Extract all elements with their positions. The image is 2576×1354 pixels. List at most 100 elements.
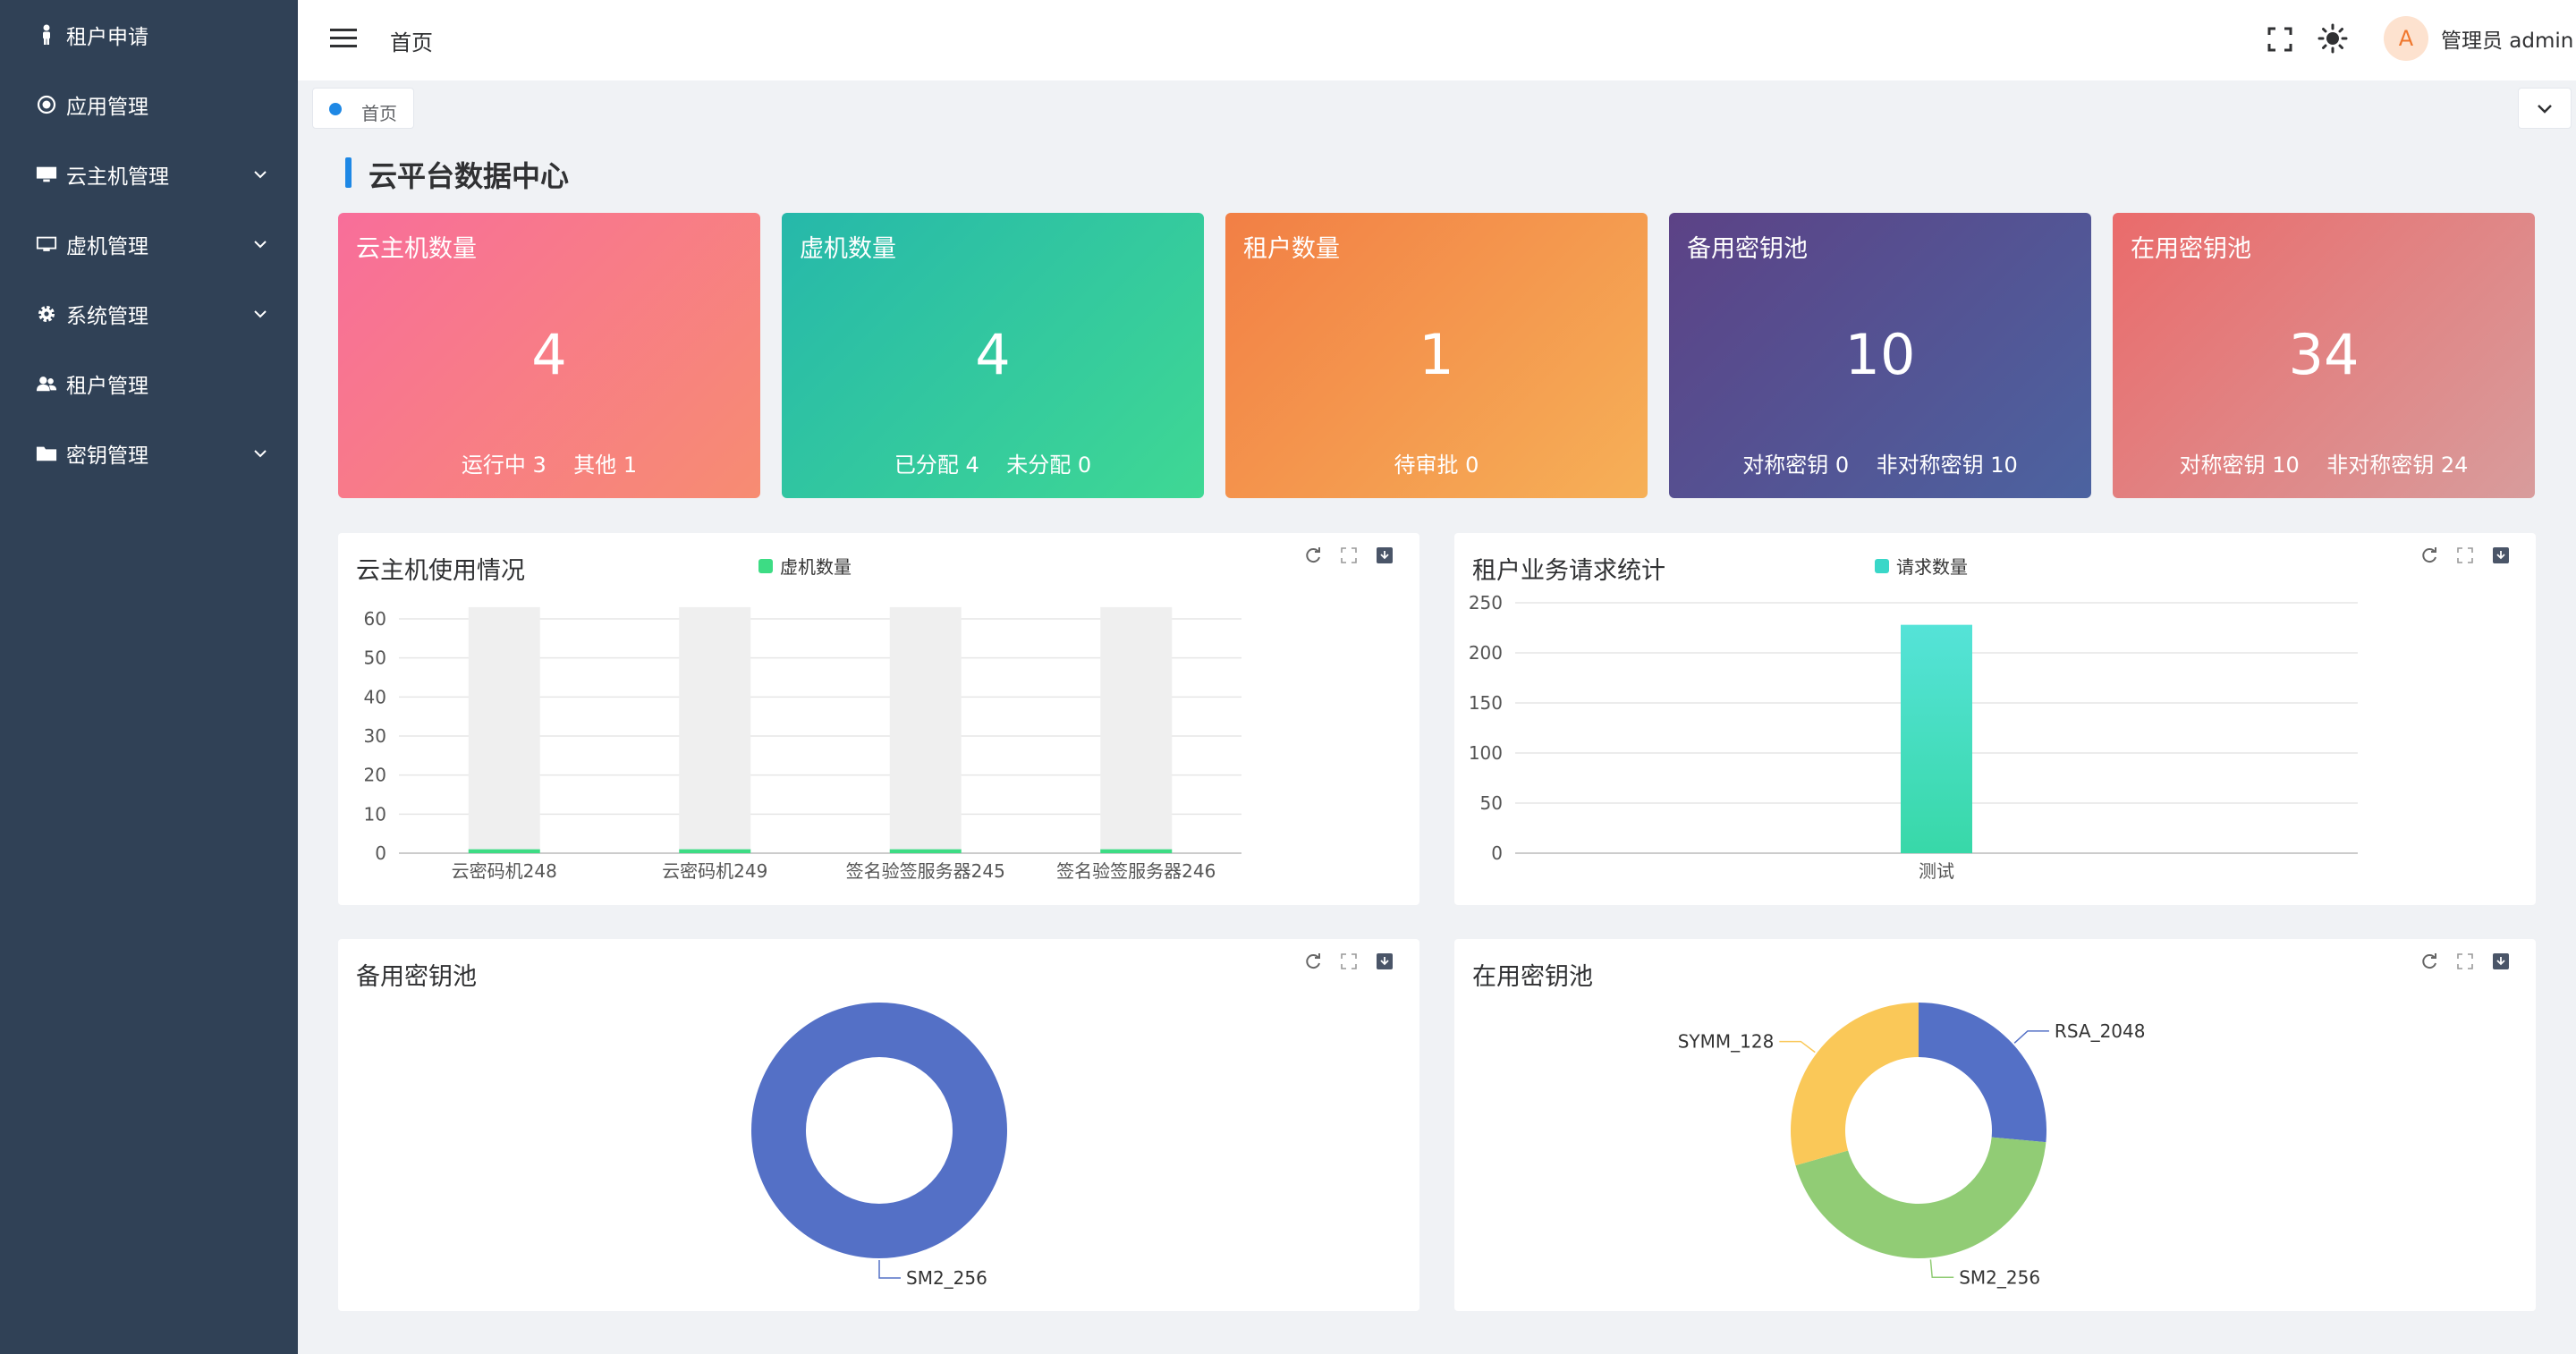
stat-card-cloud-hosts: 云主机数量 4 运行中 3 其他 1 <box>338 213 760 498</box>
download-icon[interactable] <box>2489 950 2512 973</box>
sidebar-item-tenant-management[interactable]: 租户管理 <box>0 349 298 419</box>
expand-icon[interactable] <box>2453 544 2477 567</box>
panel-standby-pool: 备用密钥池 SM2_256 <box>338 939 1419 1311</box>
monitor-icon <box>36 164 57 185</box>
download-icon[interactable] <box>1373 544 1396 567</box>
panel-title: 在用密钥池 <box>1472 963 1593 991</box>
x-tick-label: 云密码机248 <box>452 860 557 882</box>
sun-icon[interactable] <box>2318 23 2348 54</box>
bar <box>1100 849 1173 853</box>
x-tick-label: 测试 <box>1919 860 1954 882</box>
chart-standby-pool: SM2_256 <box>751 1003 1007 1289</box>
folder-icon <box>36 443 57 464</box>
refresh-icon[interactable] <box>2418 950 2441 973</box>
sidebar-item-vm[interactable]: 虚机管理 <box>0 209 298 279</box>
sidebar-item-tenant-apply[interactable]: 租户申请 <box>0 0 298 70</box>
pie-label-line <box>1779 1040 1816 1054</box>
target-icon <box>36 94 57 115</box>
chevron-down-icon <box>254 310 267 318</box>
tag-home[interactable]: 首页 <box>312 88 414 129</box>
sidebar-item-cloud-host[interactable]: 云主机管理 <box>0 140 298 209</box>
legend-swatch <box>1875 558 1889 573</box>
stat-card-title: 云主机数量 <box>356 235 477 263</box>
users-icon <box>36 373 57 394</box>
pie-slice <box>1795 1137 2046 1258</box>
user-name[interactable]: 管理员 admin <box>2441 30 2574 53</box>
y-tick-label: 60 <box>364 608 386 630</box>
chart-legend[interactable]: 请求数量 <box>1875 553 1968 579</box>
chart-toolbox <box>2418 544 2516 571</box>
refresh-icon[interactable] <box>1301 950 1325 973</box>
y-tick-label: 0 <box>1491 842 1503 864</box>
pie-slice <box>1791 1003 1919 1166</box>
sidebar-item-label: 密钥管理 <box>66 444 148 468</box>
panel-title: 备用密钥池 <box>356 963 477 991</box>
breadcrumb[interactable]: 首页 <box>390 30 433 55</box>
fullscreen-icon[interactable] <box>2266 25 2294 54</box>
pie-slice <box>751 1003 1007 1258</box>
pie-label: SM2_256 <box>1959 1266 2040 1288</box>
bar <box>1901 624 1972 853</box>
avatar[interactable]: A <box>2384 16 2428 61</box>
legend-swatch <box>758 558 773 573</box>
section-accent-bar <box>345 157 352 188</box>
stat-card-subtext: 对称密钥 10 非对称密钥 24 <box>2179 453 2469 478</box>
panel-cloud-usage: 云主机使用情况 虚机数量 0 10 20 30 40 50 60 云密码机248 云密码机249… <box>338 533 1419 905</box>
pie-label: SM2_256 <box>906 1267 987 1289</box>
chart-toolbox <box>2418 950 2516 977</box>
y-tick-label: 250 <box>1469 592 1503 614</box>
y-tick-label: 50 <box>364 647 386 669</box>
panel-inuse-pool: 在用密钥池 RSA_2048 SM2_256 SYMM_128 <box>1454 939 2536 1311</box>
stat-card-subtext: 对称密钥 0 非对称密钥 10 <box>1742 453 2018 478</box>
expand-icon[interactable] <box>2453 950 2477 973</box>
y-tick-label: 20 <box>364 765 386 786</box>
chart-legend[interactable]: 虚机数量 <box>758 553 852 579</box>
tag-label: 首页 <box>361 103 397 124</box>
chevron-down-icon <box>254 241 267 249</box>
pie-label-line <box>878 1260 901 1279</box>
stat-card-vms: 虚机数量 4 已分配 4 未分配 0 <box>782 213 1204 498</box>
x-tick-label: 签名验签服务器246 <box>1056 860 1216 882</box>
pie-label: SYMM_128 <box>1678 1031 1775 1053</box>
chevron-down-icon <box>254 171 267 179</box>
pie-label: RSA_2048 <box>2055 1020 2146 1042</box>
stat-card-inuse-keys: 在用密钥池 34 对称密钥 10 非对称密钥 24 <box>2113 213 2535 498</box>
y-tick-label: 100 <box>1469 742 1503 764</box>
refresh-icon[interactable] <box>2418 544 2441 567</box>
screen-icon <box>36 233 57 255</box>
download-icon[interactable] <box>2489 544 2512 567</box>
tags-dropdown-button[interactable] <box>2518 88 2572 129</box>
y-tick-label: 150 <box>1469 692 1503 714</box>
refresh-icon[interactable] <box>1301 544 1325 567</box>
bar-background <box>889 606 962 853</box>
y-tick-label: 0 <box>375 842 386 864</box>
expand-icon[interactable] <box>1337 544 1360 567</box>
chart-tenant-requests: 0 50 100 150 200 250 测试 <box>1469 592 2358 882</box>
bar-background <box>468 606 540 853</box>
hamburger-icon[interactable] <box>330 27 357 50</box>
download-icon[interactable] <box>1373 950 1396 973</box>
chevron-down-icon <box>2538 105 2552 114</box>
sidebar-item-key-management[interactable]: 密钥管理 <box>0 419 298 488</box>
stat-card-standby-keys: 备用密钥池 10 对称密钥 0 非对称密钥 10 <box>1669 213 2091 498</box>
stat-card-value: 34 <box>2288 322 2360 387</box>
y-tick-label: 40 <box>364 686 386 707</box>
sidebar-item-app-management[interactable]: 应用管理 <box>0 70 298 140</box>
sidebar: 租户申请 应用管理 云主机管理 虚机管理 系统管理 租户管理 <box>0 0 298 1354</box>
expand-icon[interactable] <box>1337 950 1360 973</box>
x-tick-label: 云密码机249 <box>662 860 767 882</box>
sidebar-item-label: 系统管理 <box>66 305 148 328</box>
person-icon <box>36 24 57 46</box>
y-tick-label: 10 <box>364 803 386 825</box>
stat-card-tenants: 租户数量 1 待审批 0 <box>1225 213 1648 498</box>
pie-slice <box>1919 1003 2046 1143</box>
pie-label-line <box>1929 1259 1954 1279</box>
page-title: 云平台数据中心 <box>369 159 570 193</box>
sidebar-item-label: 租户申请 <box>66 26 148 49</box>
stat-card-title: 租户数量 <box>1243 235 1340 263</box>
panel-tenant-requests: 租户业务请求统计 请求数量 0 50 100 150 200 250 测试 <box>1454 533 2536 905</box>
sidebar-item-system[interactable]: 系统管理 <box>0 279 298 349</box>
active-dot-icon <box>329 103 342 115</box>
stat-card-value: 4 <box>531 322 567 387</box>
chevron-down-icon <box>254 450 267 458</box>
